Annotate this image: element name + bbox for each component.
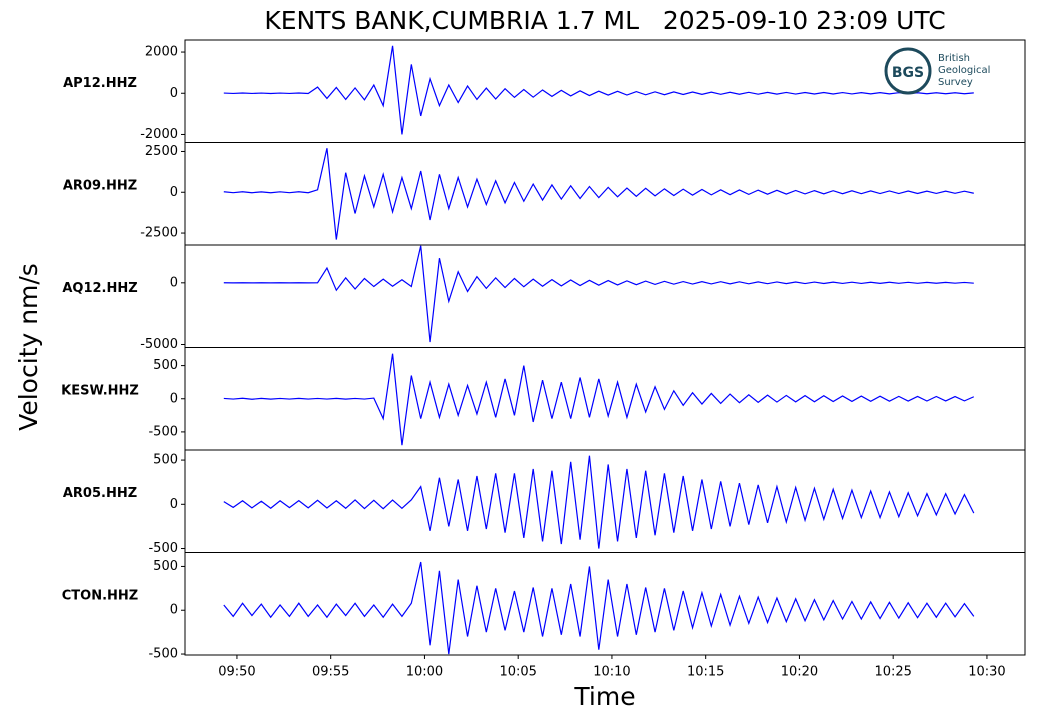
y-tick-label: -5000 xyxy=(140,337,178,352)
y-tick-label: 0 xyxy=(170,391,178,406)
logo-ring xyxy=(884,47,932,95)
x-axis-label: Time xyxy=(573,682,635,711)
y-tick-label: -500 xyxy=(148,647,178,662)
panel-frame xyxy=(184,244,1026,348)
waveform xyxy=(223,148,974,240)
x-tick-label: 10:20 xyxy=(781,665,818,680)
y-tick-label: -500 xyxy=(148,541,178,556)
x-tick-label: 10:25 xyxy=(874,665,911,680)
station-label: AQ12.HHZ xyxy=(62,281,137,296)
y-axis-label: Velocity nm/s xyxy=(14,263,43,431)
y-tick-label: -2500 xyxy=(140,226,178,241)
y-tick-label: -2000 xyxy=(140,127,178,142)
x-tick-label: 09:55 xyxy=(312,665,349,680)
logo-text: Survey xyxy=(938,77,973,88)
station-label: AR05.HHZ xyxy=(63,486,137,501)
waveform xyxy=(223,45,974,135)
y-tick-label: 0 xyxy=(170,275,178,290)
x-tick-label: 10:15 xyxy=(687,665,724,680)
station-label: KESW.HHZ xyxy=(61,383,139,398)
x-tick-label: 10:00 xyxy=(406,665,443,680)
station-label: AR09.HHZ xyxy=(63,178,137,193)
y-tick-label: 500 xyxy=(153,358,178,373)
x-tick-label: 10:30 xyxy=(968,665,1005,680)
waveform xyxy=(223,455,975,549)
station-label: AP12.HHZ xyxy=(63,76,137,91)
x-tick-label: 10:05 xyxy=(499,665,536,680)
y-tick-label: 2000 xyxy=(145,45,178,60)
y-tick-label: 2500 xyxy=(145,144,178,159)
panel-frame xyxy=(184,552,1026,656)
y-tick-label: 0 xyxy=(170,497,178,512)
y-tick-label: 0 xyxy=(170,603,178,618)
x-tick-label: 10:10 xyxy=(593,665,630,680)
logo: BGS British Geological Survey xyxy=(884,47,990,95)
y-tick-label: -500 xyxy=(148,424,178,439)
logo-text: British xyxy=(938,53,970,64)
panel-frame xyxy=(184,449,1026,553)
station-label: CTON.HHZ xyxy=(62,588,138,603)
waveform xyxy=(223,245,974,343)
x-tick-label: 09:50 xyxy=(218,665,255,680)
waveform xyxy=(223,353,975,446)
y-tick-label: 500 xyxy=(153,559,178,574)
waveform xyxy=(223,561,975,655)
logo-text: Geological xyxy=(938,65,990,76)
y-tick-label: 500 xyxy=(153,453,178,468)
logo-abbr: BGS xyxy=(892,65,924,81)
chart-title: KENTS BANK,CUMBRIA 1.7 ML 2025-09-10 23:… xyxy=(264,6,945,35)
y-tick-label: 0 xyxy=(170,86,178,101)
y-tick-label: 0 xyxy=(170,185,178,200)
